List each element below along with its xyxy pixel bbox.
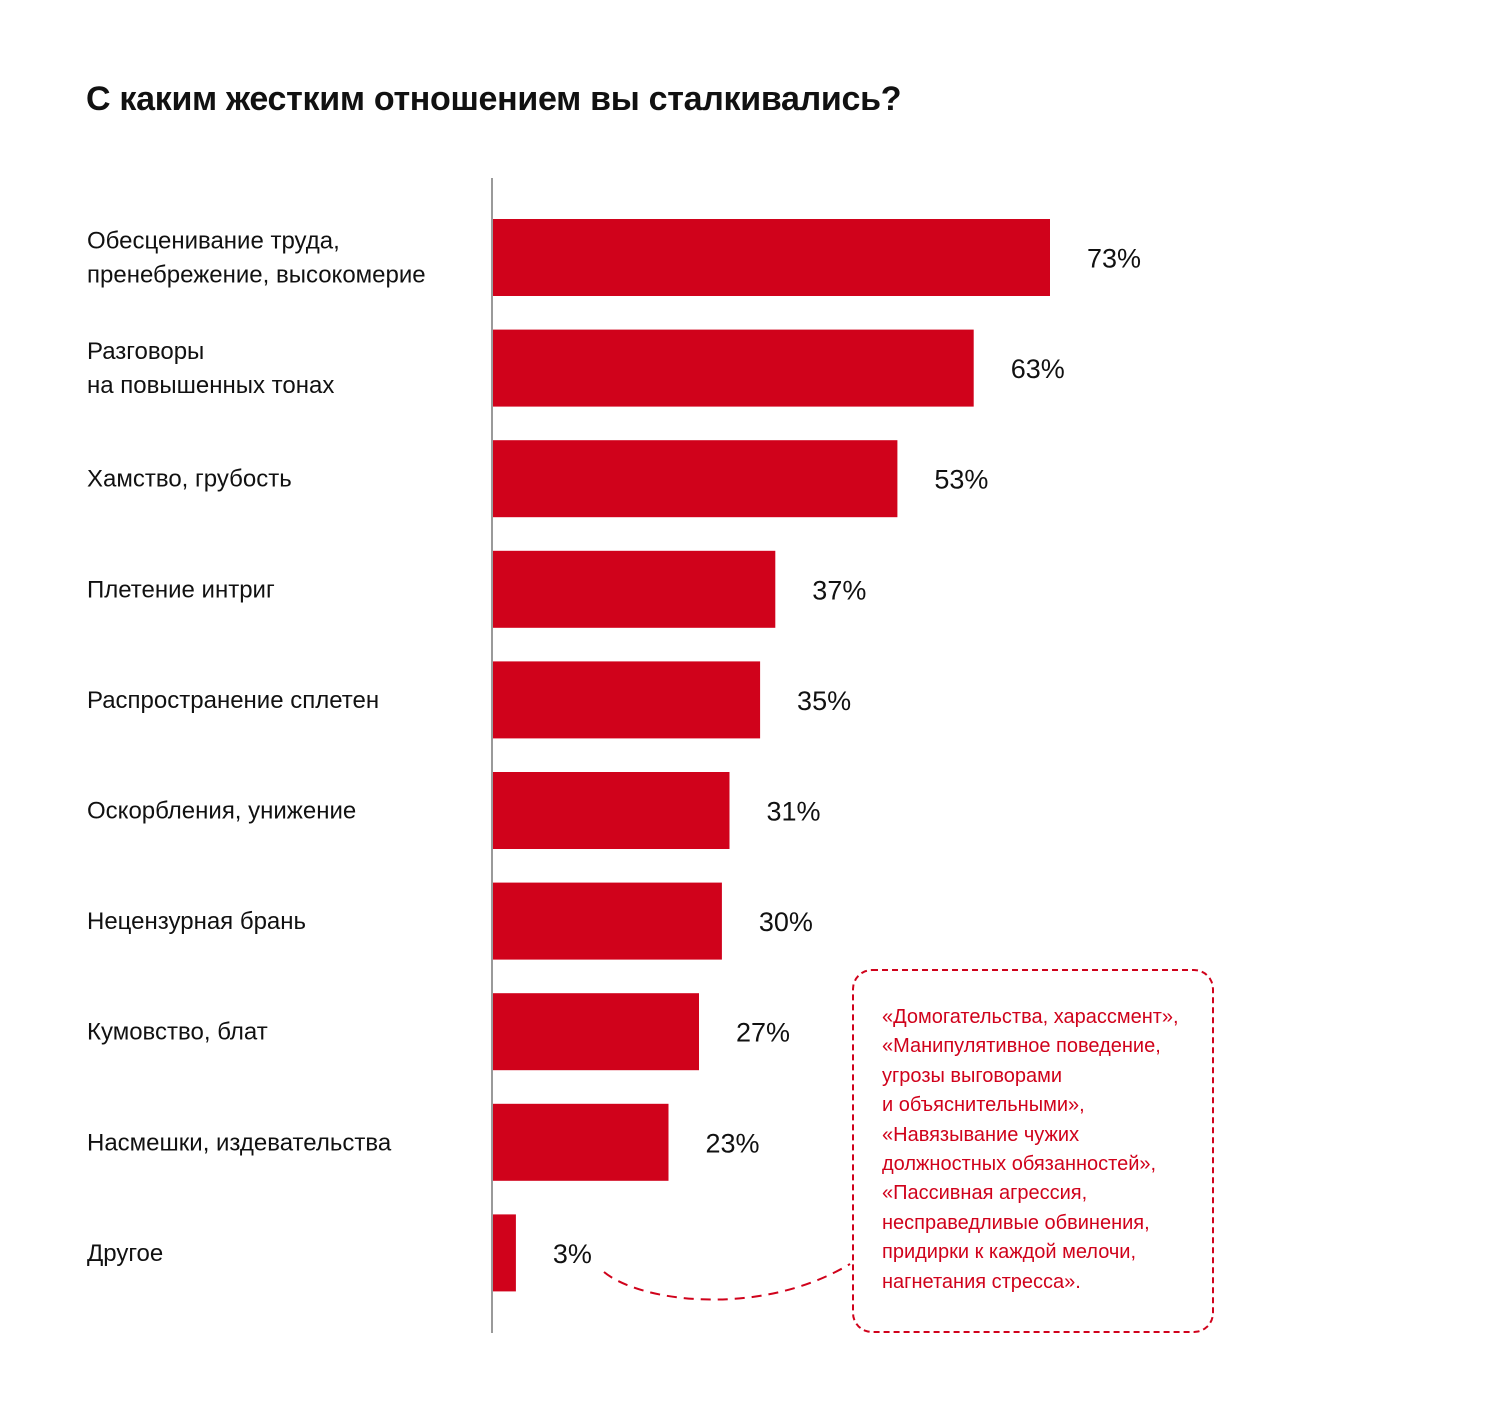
value-label-3: 37% [812,575,866,605]
annotation-line: должностных обязанностей», [882,1153,1157,1176]
value-label-9: 3% [553,1239,592,1269]
category-label-2: Хамство, грубость [87,466,292,493]
chart-title: С каким жестким отношением вы сталкивали… [86,80,902,118]
category-label-9: Другое [87,1240,163,1267]
bar-5 [493,772,730,849]
category-label-3: Плетение интриг [87,576,275,603]
annotation-line: «Манипулятивное поведение, [882,1035,1161,1058]
annotation-line: придирки к каждой мелочи, [882,1241,1137,1264]
value-label-6: 30% [759,907,813,937]
category-label-4: Распространение сплетен [87,687,379,714]
annotation-line: и объяснительными», [882,1094,1085,1117]
bar-0 [493,219,1050,296]
annotation-box: «Домогательства, харассмент», «Манипуляти… [852,969,1214,1333]
bar-1 [493,329,974,407]
annotation-line: «Пассивная агрессия, [882,1182,1088,1205]
bar-4 [493,661,761,739]
category-label-7: Кумовство, блат [87,1019,268,1046]
annotation-line: «Домогательства, харассмент», [882,1006,1179,1028]
annotation-connector [603,1263,851,1301]
value-label-1: 63% [1011,354,1065,384]
bar-7 [493,993,699,1071]
value-label-2: 53% [934,465,988,495]
bar-6 [493,882,722,960]
value-label-4: 35% [797,686,851,716]
annotation-line: угрозы выговорами [882,1064,1063,1087]
category-label-0: Обесценивание труда, пренебрежение, высок… [87,228,426,289]
bar-3 [493,550,776,628]
value-label-5: 31% [767,797,821,827]
bar-2 [493,440,898,518]
category-labels: Обесценивание труда, пренебрежение, высок… [87,228,426,1267]
value-label-8: 23% [705,1128,759,1158]
annotation-line: несправедливые обвинения, [882,1211,1150,1234]
bar-9 [493,1214,516,1292]
bar-8 [493,1103,669,1181]
category-label-6: Нецензурная брань [87,908,306,935]
category-label-5: Оскорбления, унижение [87,798,356,825]
category-label-1: Разговоры на повышенных тонах [87,338,334,399]
bars [493,219,1050,1292]
annotation-line: нагнетания стресса». [882,1270,1081,1293]
value-label-0: 73% [1087,244,1141,274]
value-label-7: 27% [736,1018,790,1048]
value-labels: 73% 63% 53% 37% 35% 31% 30% 27% 23% 3% [553,244,1141,1269]
category-label-8: Насмешки, издевательства [87,1129,392,1156]
annotation-line: «Навязывание чужих [882,1123,1080,1146]
